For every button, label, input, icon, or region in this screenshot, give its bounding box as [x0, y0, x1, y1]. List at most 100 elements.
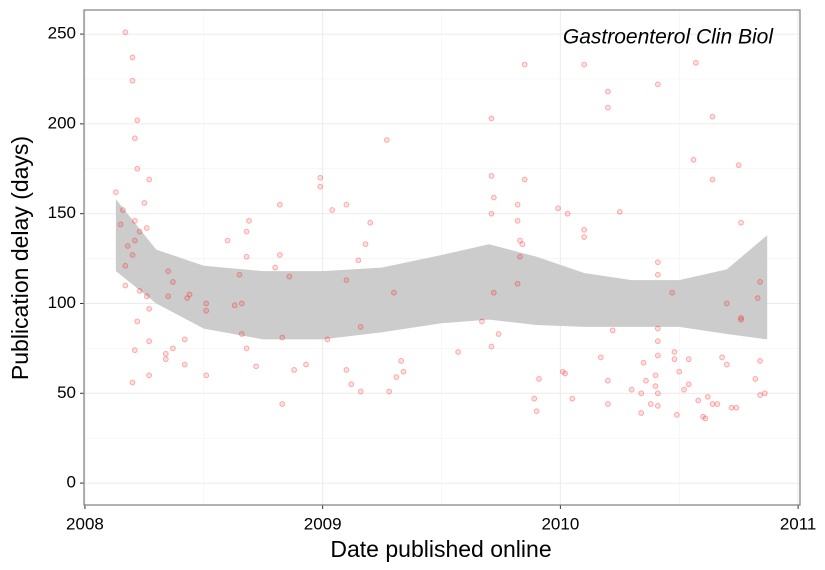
point [757, 358, 763, 364]
point [673, 411, 680, 418]
point [738, 314, 744, 321]
point [640, 359, 647, 366]
point [329, 207, 336, 213]
point [112, 189, 119, 196]
point [243, 345, 250, 352]
point [514, 280, 521, 287]
point [605, 401, 611, 407]
point [186, 291, 193, 298]
point [652, 383, 659, 389]
point [386, 388, 393, 395]
point [203, 372, 210, 379]
plot-border [83, 9, 801, 506]
point [654, 402, 661, 409]
point [136, 288, 143, 294]
point [702, 415, 709, 422]
point [581, 61, 588, 68]
point [517, 237, 523, 244]
point [654, 390, 661, 397]
point [236, 271, 243, 278]
point [719, 354, 725, 361]
point [488, 343, 495, 350]
point [638, 390, 645, 397]
point [569, 395, 576, 402]
point [733, 404, 740, 411]
point [129, 77, 136, 84]
point [531, 395, 538, 402]
point [383, 137, 390, 143]
point [521, 61, 528, 68]
point [146, 338, 153, 345]
y-axis-title: Publication delay (days) [7, 136, 33, 380]
point [146, 176, 153, 183]
point [124, 243, 131, 249]
point [143, 225, 150, 231]
point [143, 293, 150, 300]
point [184, 295, 191, 301]
point [317, 174, 324, 181]
x-tick-label: 2009 [304, 514, 342, 533]
point [131, 217, 138, 224]
point [286, 273, 293, 280]
point [517, 253, 523, 260]
point [224, 237, 231, 244]
point [495, 331, 502, 337]
point [685, 381, 692, 388]
point [279, 401, 286, 407]
point [122, 29, 129, 36]
point [490, 289, 497, 296]
point [203, 307, 210, 314]
point [398, 358, 405, 364]
point [291, 367, 298, 373]
point [488, 210, 495, 217]
point [690, 156, 697, 163]
point [243, 253, 250, 260]
point [362, 241, 369, 248]
point [357, 323, 364, 330]
point [533, 408, 540, 415]
point [647, 401, 654, 407]
point [122, 262, 129, 269]
point [393, 374, 400, 381]
point [735, 162, 742, 169]
y-tick-label: 100 [48, 293, 76, 312]
point [343, 277, 350, 284]
annotation: Gastroenterol Clin Biol [563, 26, 774, 49]
point [117, 221, 124, 228]
point [562, 370, 569, 377]
point [564, 210, 571, 217]
point [324, 336, 331, 343]
point [279, 334, 286, 341]
point [146, 305, 153, 312]
point [129, 252, 136, 258]
point [136, 228, 143, 235]
point [761, 390, 768, 397]
point [752, 376, 759, 382]
point [676, 368, 683, 375]
point [700, 413, 706, 420]
point [170, 345, 176, 352]
point [165, 293, 172, 300]
point [654, 81, 661, 88]
point [181, 361, 188, 368]
point [609, 327, 616, 334]
point [317, 183, 324, 190]
point [134, 165, 141, 172]
point [165, 268, 172, 275]
point [652, 372, 659, 379]
point [120, 207, 126, 213]
point [695, 397, 702, 404]
x-axis-title: Date published online [330, 536, 551, 562]
x-tick-label: 2011 [780, 514, 817, 533]
point [757, 279, 763, 285]
point [238, 300, 245, 307]
point [654, 338, 661, 345]
point [514, 201, 521, 208]
point [709, 176, 716, 183]
point [728, 404, 735, 411]
point [276, 252, 283, 258]
point [131, 237, 138, 244]
point [243, 228, 250, 235]
point [605, 377, 611, 384]
point [455, 349, 462, 355]
